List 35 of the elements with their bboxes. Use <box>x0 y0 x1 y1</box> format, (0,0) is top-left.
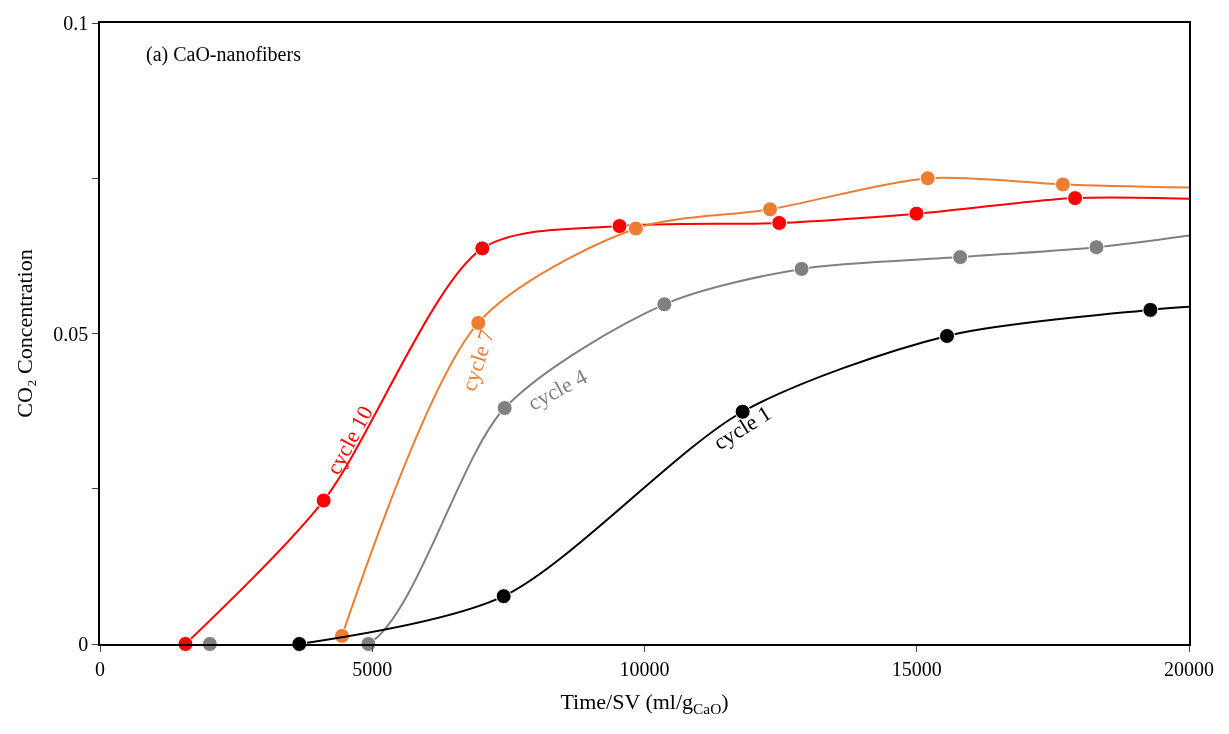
point <box>656 296 673 313</box>
point <box>611 218 628 235</box>
x-tick-label: 20000 <box>1164 657 1214 680</box>
annotation: (a) CaO-nanofibers <box>146 43 302 66</box>
x-axis-title: Time/SV (ml/g$_{CaO}$) <box>560 689 729 717</box>
x-tick-label: 0 <box>95 657 105 680</box>
point <box>627 220 644 237</box>
text: cycle 1 <box>708 400 776 455</box>
point <box>908 205 925 222</box>
x-tick-label: 10000 <box>619 657 670 680</box>
y-tick-label: 0.1 <box>63 12 89 34</box>
point <box>470 314 487 331</box>
point <box>315 492 332 509</box>
point <box>1088 239 1105 256</box>
text: cycle 7 <box>455 326 500 395</box>
x-tick-label: 5000 <box>352 657 393 680</box>
x-tick-label: 15000 <box>891 657 942 680</box>
point <box>919 170 936 187</box>
y-tick-label: 0 <box>78 633 89 655</box>
point <box>952 249 969 266</box>
point <box>793 260 810 277</box>
point <box>495 588 512 605</box>
point <box>1142 301 1159 318</box>
point <box>474 240 491 257</box>
point <box>1054 176 1071 193</box>
point <box>734 403 751 420</box>
point <box>771 214 788 231</box>
point <box>1067 190 1084 207</box>
text: cycle 4 <box>523 363 591 416</box>
point <box>762 201 779 218</box>
point <box>496 400 513 417</box>
text: cycle 10 <box>320 401 378 479</box>
y-tick-label: 0.05 <box>53 322 89 345</box>
point <box>939 327 956 344</box>
y-axis-title: CO₂ Concentration <box>11 249 37 418</box>
